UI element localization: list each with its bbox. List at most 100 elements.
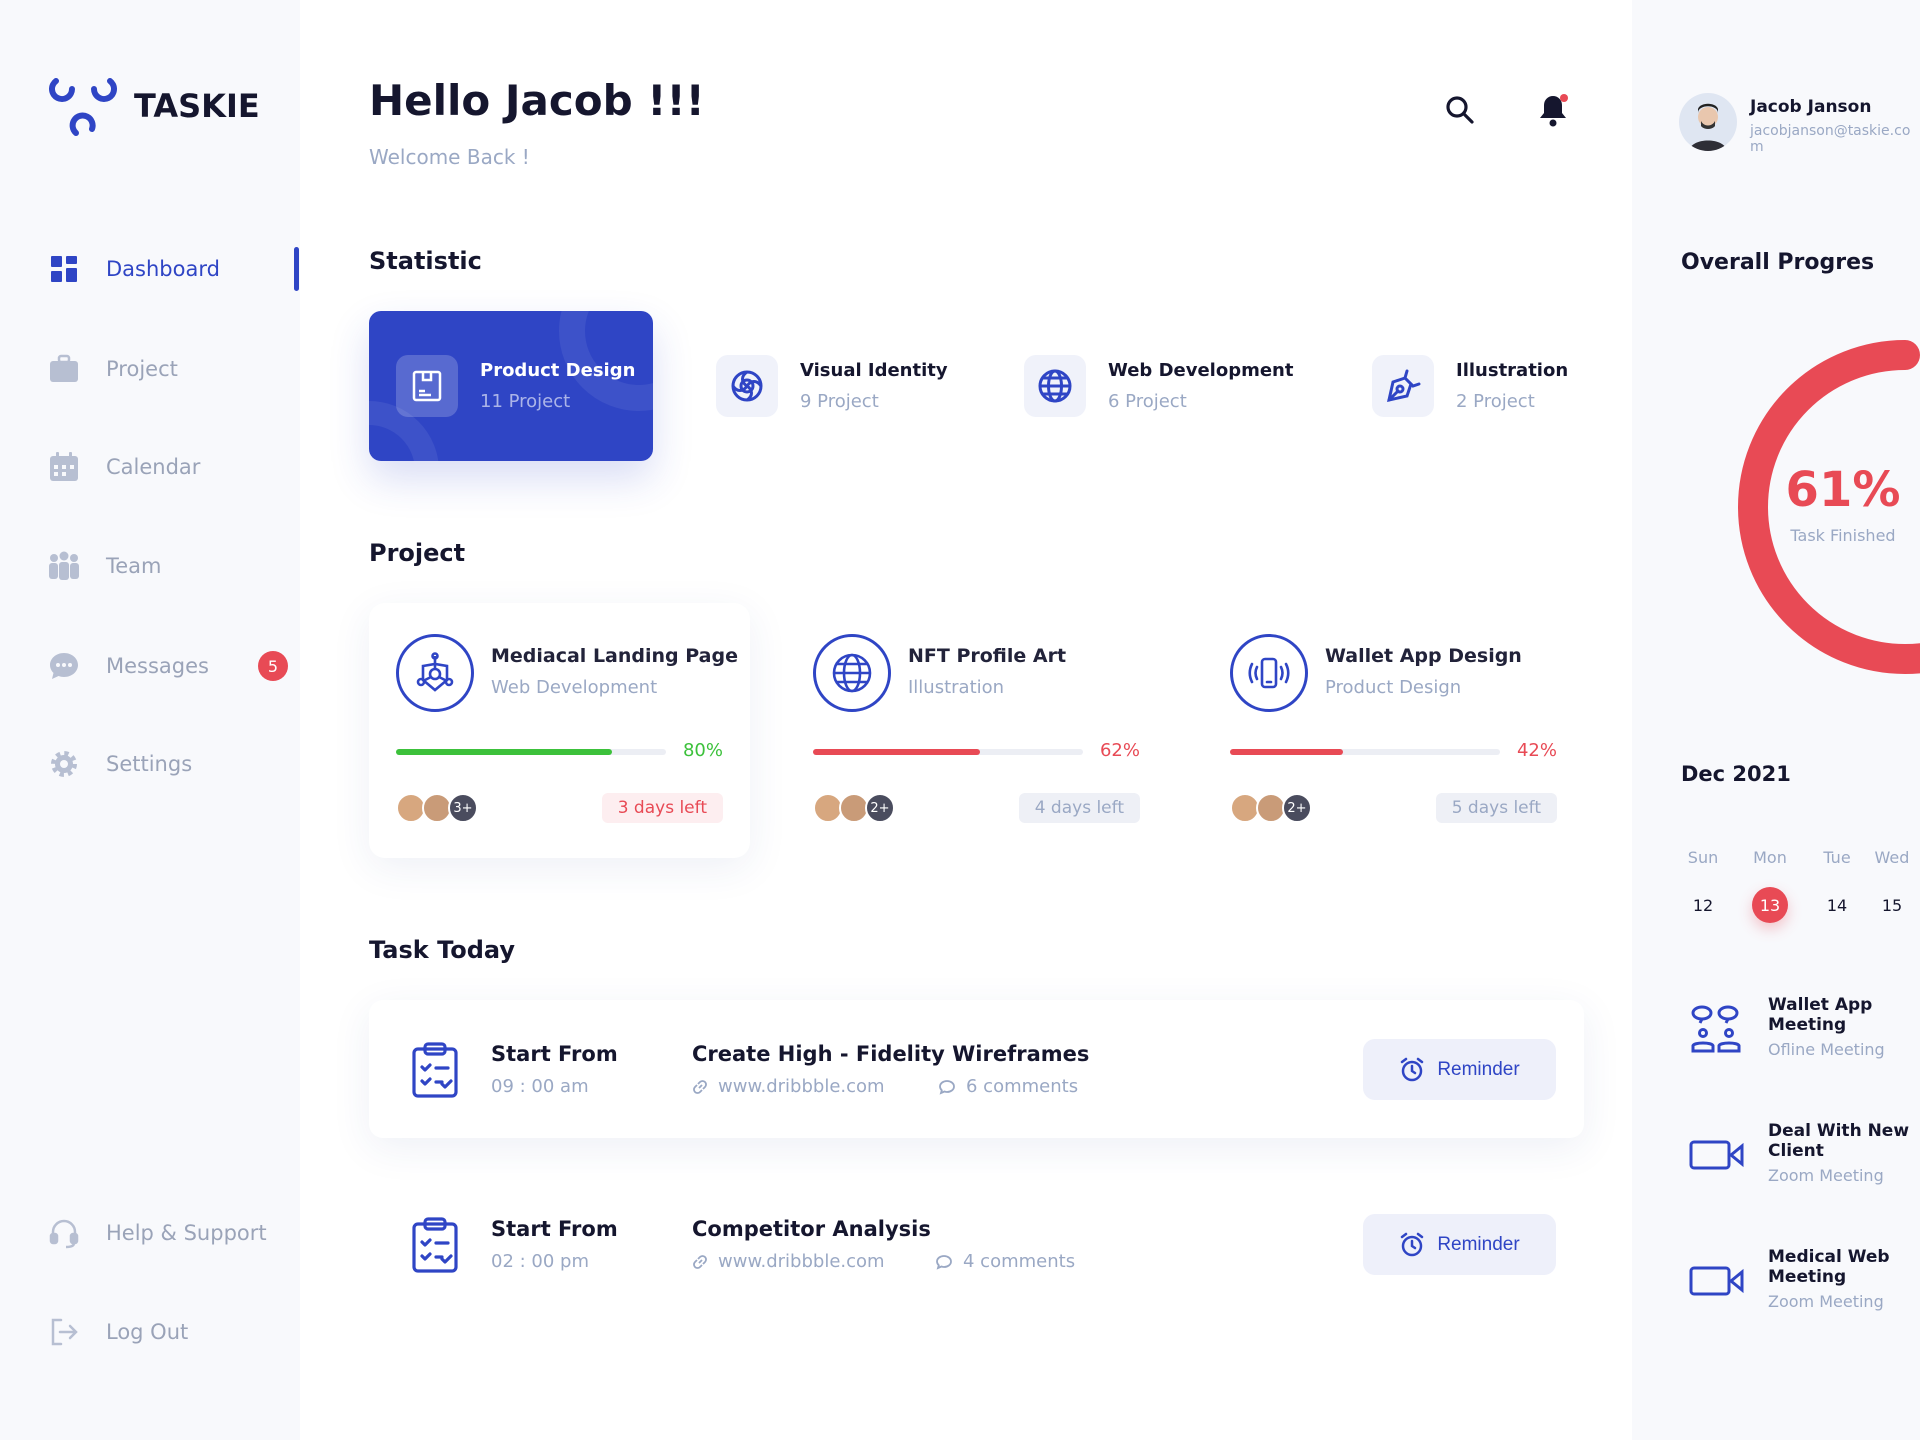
days-left-badge: 5 days left bbox=[1435, 793, 1557, 823]
hexagon-network-icon bbox=[416, 652, 454, 692]
days-left-badge: 3 days left bbox=[601, 793, 723, 823]
stat-count: 11 Project bbox=[480, 391, 571, 412]
task-link[interactable]: www.dribbble.com bbox=[692, 1076, 885, 1097]
reminder-label: Reminder bbox=[1437, 1058, 1520, 1080]
sidebar-item-label: Team bbox=[106, 554, 162, 578]
sidebar-item-logout[interactable]: Log Out bbox=[48, 1310, 188, 1354]
progress-label: 62% bbox=[1099, 740, 1140, 761]
sidebar-item-project[interactable]: Project bbox=[48, 347, 178, 391]
meeting-type: Zoom Meeting bbox=[1768, 1165, 1884, 1185]
reminder-label: Reminder bbox=[1437, 1233, 1520, 1255]
project-icon-circle bbox=[1230, 634, 1308, 712]
clipboard-check-icon bbox=[412, 1042, 458, 1098]
meeting-people-icon bbox=[1691, 1005, 1741, 1053]
sidebar-item-settings[interactable]: Settings bbox=[48, 742, 192, 786]
calendar-icon bbox=[50, 452, 78, 481]
weekday-label: Mon bbox=[1753, 848, 1787, 867]
search-icon[interactable] bbox=[1444, 94, 1476, 126]
user-avatar[interactable] bbox=[1679, 93, 1737, 151]
calendar-month[interactable]: Dec 2021 bbox=[1681, 762, 1791, 786]
reminder-button[interactable]: Reminder bbox=[1363, 1214, 1556, 1275]
stat-title: Web Development bbox=[1108, 360, 1294, 381]
calendar-date[interactable]: 12 bbox=[1692, 895, 1714, 915]
sidebar-item-messages[interactable]: Messages bbox=[48, 644, 209, 688]
overall-caption: Task Finished bbox=[1790, 526, 1896, 545]
reminder-button[interactable]: Reminder bbox=[1363, 1039, 1556, 1100]
task-comments[interactable]: 4 comments bbox=[935, 1251, 1075, 1272]
logo[interactable]: TASKIE bbox=[48, 75, 260, 137]
task-comments[interactable]: 6 comments bbox=[938, 1076, 1078, 1097]
sidebar-item-calendar[interactable]: Calendar bbox=[48, 445, 200, 489]
team-icon bbox=[49, 551, 79, 580]
briefcase-icon bbox=[50, 354, 78, 382]
meeting-item[interactable]: Deal With New Client Zoom Meeting bbox=[1768, 1121, 1916, 1185]
stat-card-web-development[interactable]: Web Development 6 Project bbox=[1024, 311, 1293, 461]
member-avatars[interactable]: 3+ bbox=[396, 793, 478, 823]
member-avatars[interactable]: 2+ bbox=[813, 793, 895, 823]
user-info: Jacob Janson jacobjanson@taskie.com bbox=[1750, 97, 1916, 155]
stat-card-illustration[interactable]: Illustration 2 Project bbox=[1372, 311, 1568, 461]
progress-fill bbox=[1230, 749, 1344, 755]
task-row[interactable]: Start From 02 : 00 pm Competitor Analysi… bbox=[369, 1175, 1584, 1313]
sidebar-item-team[interactable]: Team bbox=[48, 544, 162, 588]
project-title: NFT Profile Art bbox=[908, 645, 1067, 667]
meeting-title: Medical Web Meeting bbox=[1768, 1247, 1890, 1288]
avatar bbox=[1256, 793, 1286, 823]
more-members: 2+ bbox=[1282, 793, 1312, 823]
stat-card-visual-identity[interactable]: Visual Identity 9 Project bbox=[716, 311, 948, 461]
meeting-title: Deal With New Client bbox=[1768, 1121, 1910, 1162]
sidebar-item-label: Dashboard bbox=[106, 257, 220, 281]
project-card[interactable]: Mediacal Landing Page Web Development 80… bbox=[369, 603, 750, 858]
task-link-text: www.dribbble.com bbox=[718, 1251, 885, 1272]
project-card[interactable]: Wallet App Design Product Design 42% 2+ … bbox=[1203, 603, 1584, 858]
comment-icon bbox=[939, 1079, 955, 1095]
project-category: Web Development bbox=[491, 677, 658, 698]
bell-icon[interactable] bbox=[1536, 92, 1570, 128]
product-box-icon bbox=[412, 370, 442, 402]
progress-fill bbox=[813, 749, 981, 755]
globe-icon bbox=[1038, 369, 1072, 403]
task-comments-text: 4 comments bbox=[963, 1251, 1076, 1272]
sidebar-item-label: Settings bbox=[106, 752, 193, 776]
calendar-date-selected[interactable]: 13 bbox=[1752, 887, 1788, 923]
task-row[interactable]: Start From 09 : 00 am Create High - Fide… bbox=[369, 1000, 1584, 1138]
sidebar-item-help[interactable]: Help & Support bbox=[48, 1211, 267, 1255]
weekday-label: Tue bbox=[1823, 848, 1851, 867]
task-link[interactable]: www.dribbble.com bbox=[692, 1251, 885, 1272]
alarm-clock-icon bbox=[1401, 1057, 1424, 1081]
calendar-date[interactable]: 14 bbox=[1826, 895, 1848, 915]
pen-tool-icon bbox=[1387, 369, 1421, 402]
meeting-type: Ofline Meeting bbox=[1768, 1039, 1885, 1059]
page-title: Hello Jacob !!! bbox=[369, 76, 705, 125]
more-members: 2+ bbox=[865, 793, 895, 823]
member-avatars[interactable]: 2+ bbox=[1230, 793, 1312, 823]
project-section-title: Project bbox=[369, 539, 466, 567]
stat-card-product-design[interactable]: Product Design 11 Project bbox=[369, 311, 653, 461]
progress-label: 80% bbox=[682, 740, 723, 761]
project-title: Wallet App Design bbox=[1325, 645, 1522, 667]
stat-title: Illustration bbox=[1456, 360, 1569, 381]
weekday-label: Sun bbox=[1687, 848, 1719, 867]
chat-icon bbox=[50, 653, 78, 679]
sidebar-item-dashboard[interactable]: Dashboard bbox=[48, 247, 220, 291]
overall-progress-donut bbox=[1738, 340, 1920, 674]
weekday-label: Wed bbox=[1874, 848, 1910, 867]
project-icon-circle bbox=[813, 634, 891, 712]
sidebar-item-label: Messages bbox=[106, 654, 209, 678]
progress-bar bbox=[1230, 749, 1500, 755]
task-title: Create High - Fidelity Wireframes bbox=[692, 1042, 1090, 1066]
sidebar: TASKIE Dashboard Project Calendar Team M… bbox=[0, 0, 300, 1440]
sidebar-item-label: Calendar bbox=[106, 455, 201, 479]
avatar bbox=[813, 793, 843, 823]
project-icon-circle bbox=[396, 634, 474, 712]
calendar-date[interactable]: 15 bbox=[1881, 895, 1903, 915]
meeting-item[interactable]: Wallet App Meeting Ofline Meeting bbox=[1768, 995, 1916, 1059]
overall-center-text: 61% Task Finished bbox=[1770, 462, 1916, 545]
progress-bar bbox=[813, 749, 1083, 755]
vibrating-phone-icon bbox=[1248, 657, 1290, 689]
logo-icon bbox=[49, 78, 117, 136]
meeting-item[interactable]: Medical Web Meeting Zoom Meeting bbox=[1768, 1247, 1916, 1311]
project-card[interactable]: NFT Profile Art Illustration 62% 2+ 4 da… bbox=[786, 603, 1167, 858]
right-panel bbox=[1632, 0, 1920, 1440]
sidebar-item-label: Log Out bbox=[106, 1320, 189, 1344]
